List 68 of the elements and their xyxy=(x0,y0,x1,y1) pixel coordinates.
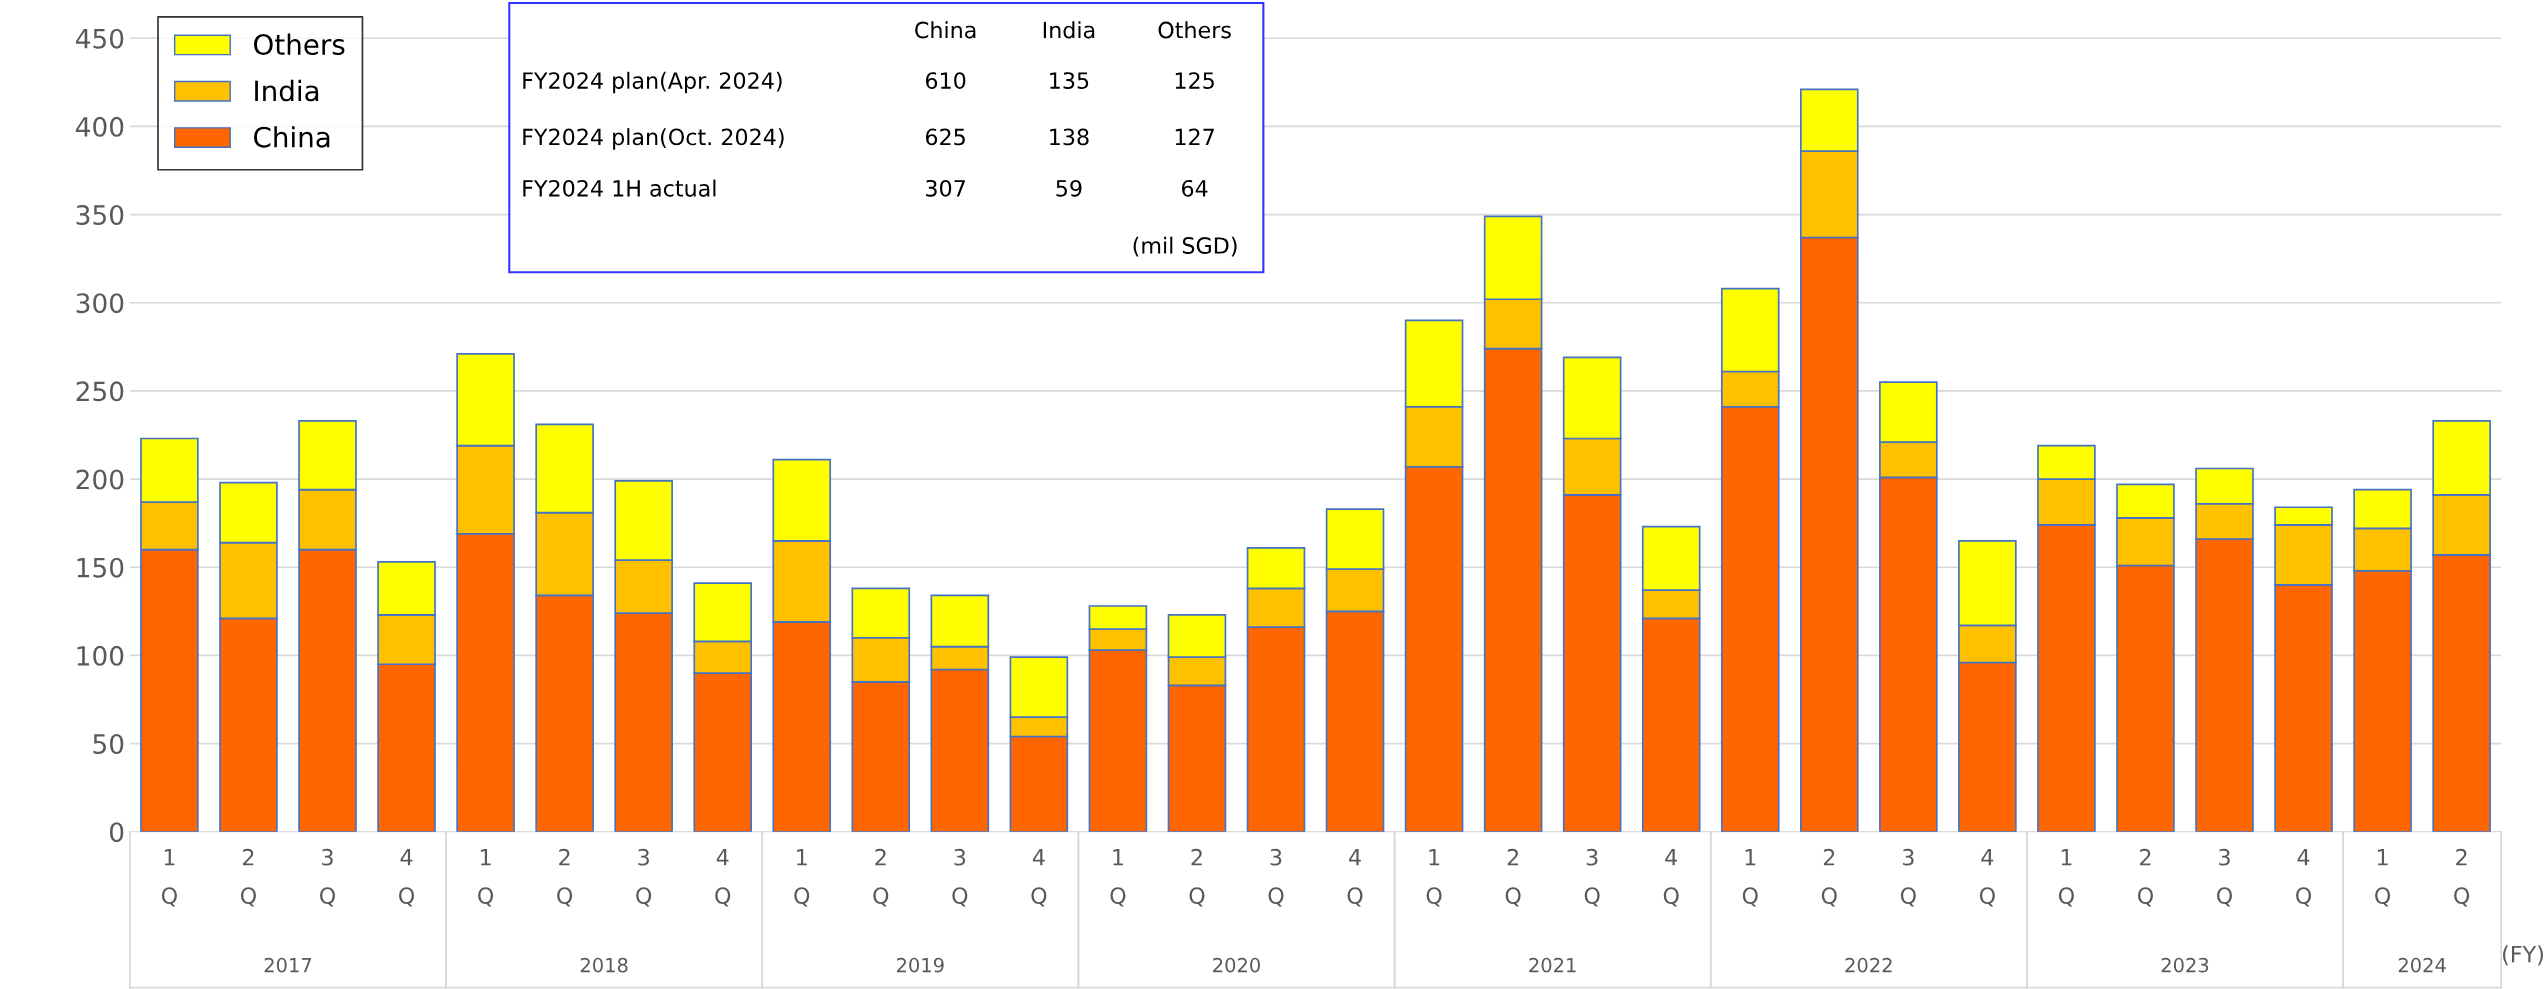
text: 2018 xyxy=(580,957,628,973)
x-tick-label: 3Q xyxy=(636,848,652,907)
x-tick-label: 4Q xyxy=(1663,849,1679,907)
x-tick-label: 1Q xyxy=(2058,849,2074,907)
legend-label: China xyxy=(254,126,330,148)
x-tick-label: 1Q xyxy=(2375,849,2391,907)
x-tick-label: 2Q xyxy=(240,848,256,907)
annotation: India xyxy=(1043,21,1095,39)
x-tick-label: 4Q xyxy=(2296,849,2312,907)
x-tick-label: 1Q xyxy=(1110,849,1126,907)
x-tick-label: 2Q xyxy=(557,848,573,907)
x-tick-label: 1Q xyxy=(1426,849,1442,907)
x-tick-label: 2Q xyxy=(2454,848,2470,907)
annotation: (mil SGD) xyxy=(1133,236,1237,257)
annotation: FY2024 plan(Oct. 2024) xyxy=(523,128,784,150)
text: 2017 xyxy=(264,957,312,973)
x-tick-label: 3Q xyxy=(2217,848,2232,907)
y-tick-label: 0 xyxy=(109,822,124,843)
y-tick-label: 50 xyxy=(93,734,124,754)
text: 2024 xyxy=(2398,957,2446,973)
text: 2023 xyxy=(2161,957,2209,973)
x-tick-label: 4Q xyxy=(399,849,415,907)
x-tick-label: 4Q xyxy=(1031,849,1047,907)
x-tick-label: 4Q xyxy=(1979,849,1995,907)
y-tick-label: 400 xyxy=(75,116,124,137)
y-tick-label: 100 xyxy=(77,645,124,666)
legend-label: Others xyxy=(254,33,345,56)
text: (FY) xyxy=(2503,945,2543,966)
x-tick-label: 1Q xyxy=(1742,849,1758,907)
annotation: 127 xyxy=(1175,128,1214,146)
x-tick-label: 3Q xyxy=(1268,848,1284,907)
y-tick-label: 450 xyxy=(75,28,124,49)
annotation: 625 xyxy=(925,128,965,146)
y-tick-label: 300 xyxy=(76,293,124,314)
text: 2021 xyxy=(1529,957,1576,973)
x-tick-label: 4Q xyxy=(715,849,731,907)
annotation: 138 xyxy=(1050,128,1089,146)
annotation: FY2024 plan(Apr. 2024) xyxy=(523,71,782,94)
x-tick-label: 1Q xyxy=(161,849,177,907)
annotation: 610 xyxy=(925,72,966,89)
annotation: FY2024 1H actual xyxy=(523,179,716,197)
legend-label: India xyxy=(255,79,319,102)
x-tick-label: 2Q xyxy=(1821,848,1837,907)
x-tick-label: 2Q xyxy=(1505,848,1521,907)
annotation: 135 xyxy=(1050,72,1089,89)
x-tick-label: 3Q xyxy=(1900,848,1916,907)
annotation: 64 xyxy=(1182,179,1208,197)
y-tick-label: 200 xyxy=(76,469,124,490)
y-tick-label: 150 xyxy=(77,557,124,578)
annotation: Others xyxy=(1158,21,1231,39)
annotation: 125 xyxy=(1175,72,1214,89)
y-tick-label: 250 xyxy=(76,381,124,402)
text: 2019 xyxy=(897,957,944,973)
y-tick-label: 350 xyxy=(76,205,124,225)
x-tick-label: 2Q xyxy=(873,848,889,907)
annotation: China xyxy=(915,21,976,39)
x-tick-label: 4Q xyxy=(1347,849,1363,907)
text: 2020 xyxy=(1213,957,1260,973)
x-tick-label: 2Q xyxy=(2137,848,2153,907)
x-tick-label: 2Q xyxy=(1189,848,1205,907)
x-tick-label: 1Q xyxy=(478,849,494,907)
annotation: 307 xyxy=(926,179,965,197)
x-tick-label: 3Q xyxy=(320,848,335,907)
text: 2022 xyxy=(1845,957,1892,973)
x-tick-label: 3Q xyxy=(952,848,968,907)
x-tick-label: 1Q xyxy=(794,849,810,907)
annotation: 59 xyxy=(1056,179,1082,197)
x-tick-label: 3Q xyxy=(1584,848,1600,907)
